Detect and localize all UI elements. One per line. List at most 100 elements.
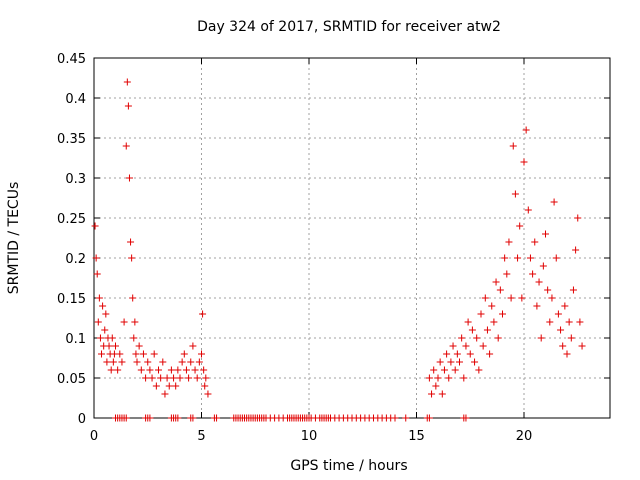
y-tick-label: 0.3	[65, 172, 86, 187]
data-point	[202, 374, 210, 382]
data-point	[475, 366, 483, 374]
x-tick-label: 15	[408, 429, 425, 444]
data-point	[456, 358, 463, 366]
data-point	[200, 366, 208, 374]
data-point	[494, 334, 502, 342]
data-point	[490, 318, 498, 326]
y-tick-label: 0.25	[57, 212, 86, 227]
data-point	[486, 350, 494, 358]
zero-point	[146, 414, 154, 422]
data-point	[434, 374, 442, 382]
grid	[94, 58, 610, 418]
data-point	[468, 326, 476, 334]
data-point	[505, 238, 513, 246]
data-point	[542, 230, 549, 238]
data-point	[576, 318, 584, 326]
data-point	[430, 366, 438, 374]
zero-point	[213, 414, 221, 422]
zero-point	[425, 414, 433, 422]
y-axis-label: SRMTID / TECUs	[6, 182, 22, 295]
data-point	[460, 374, 468, 382]
data-point	[108, 334, 116, 342]
data-point	[98, 350, 106, 358]
data-point	[563, 350, 571, 358]
data-point	[193, 374, 201, 382]
data-point	[524, 206, 532, 214]
data-point	[155, 366, 162, 374]
data-point	[122, 142, 130, 150]
data-point	[462, 342, 470, 350]
data-point	[503, 270, 511, 278]
data-point	[488, 302, 496, 310]
data-point	[511, 190, 519, 198]
data-point	[96, 334, 104, 342]
data-point	[445, 374, 453, 382]
data-point	[137, 366, 145, 374]
data-point	[516, 222, 524, 230]
data-point	[574, 214, 582, 222]
x-tick-label: 10	[301, 429, 318, 444]
data-point	[123, 78, 131, 86]
data-point	[116, 350, 124, 358]
data-point	[163, 374, 171, 382]
data-point	[125, 174, 133, 182]
data-point	[204, 390, 212, 398]
data-point	[537, 334, 545, 342]
data-point	[91, 222, 99, 230]
data-point	[496, 286, 504, 294]
data-point	[142, 374, 150, 382]
data-point	[167, 366, 175, 374]
data-point	[139, 350, 147, 358]
data-point	[473, 334, 481, 342]
y-tick-label: 0.15	[57, 292, 86, 307]
data-point	[103, 358, 111, 366]
data-point	[546, 318, 554, 326]
data-point	[479, 342, 487, 350]
data-point	[150, 350, 158, 358]
data-point	[548, 294, 556, 302]
data-point	[161, 390, 169, 398]
data-point	[176, 374, 184, 382]
zero-point	[189, 414, 197, 422]
y-tick-label: 0.1	[65, 332, 86, 347]
data-point	[550, 198, 558, 206]
y-tick-labels: 0 0.05 0.1 0.15 0.2 0.25 0.3 0.35 0.4 0.45	[57, 52, 86, 427]
data-point	[199, 310, 207, 318]
data-point	[127, 238, 135, 246]
data-point	[182, 366, 190, 374]
data-point	[130, 334, 138, 342]
chart-title: Day 324 of 2017, SRMTID for receiver atw…	[197, 19, 501, 35]
x-tick-label: 0	[90, 429, 98, 444]
data-point	[95, 294, 103, 302]
data-point	[440, 366, 448, 374]
data-point	[172, 382, 180, 390]
zero-point	[122, 414, 130, 422]
data-point	[170, 374, 178, 382]
data-point	[552, 254, 560, 262]
data-point	[531, 238, 539, 246]
data-point	[533, 302, 541, 310]
data-point	[189, 342, 197, 350]
y-tick-label: 0	[78, 412, 86, 427]
data-point	[509, 142, 517, 150]
data-point	[554, 310, 562, 318]
data-point	[131, 318, 139, 326]
data-point	[535, 278, 543, 286]
data-point	[458, 334, 466, 342]
data-point	[522, 126, 530, 134]
data-point	[198, 350, 205, 358]
zero-point	[462, 414, 470, 422]
data-point	[102, 310, 110, 318]
data-point	[529, 270, 537, 278]
data-point	[443, 350, 451, 358]
data-point	[99, 302, 107, 310]
data-point	[109, 358, 117, 366]
data-point	[201, 382, 209, 390]
data-point	[93, 270, 101, 278]
data-point	[471, 358, 479, 366]
data-point	[499, 310, 506, 318]
data-point	[129, 294, 137, 302]
data-point	[101, 326, 109, 334]
data-point	[565, 318, 573, 326]
y-tick-label: 0.05	[57, 372, 86, 387]
